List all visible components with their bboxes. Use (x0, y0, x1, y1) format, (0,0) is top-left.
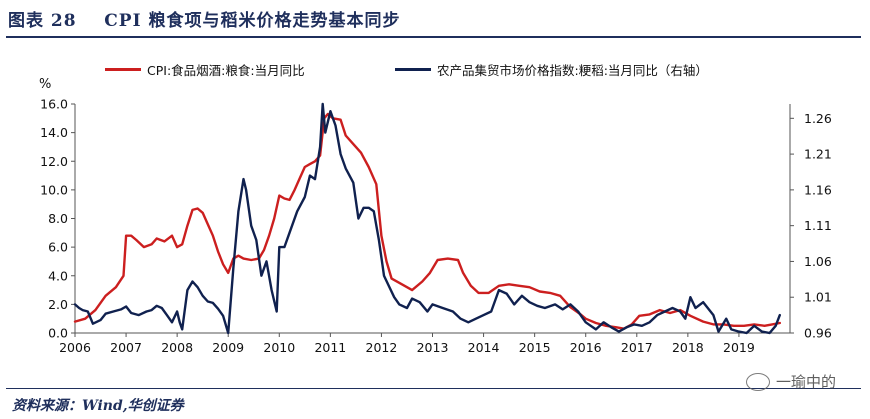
x-tick-label: 2006 (59, 340, 91, 355)
figure-title: 图表 28 CPI 粮食项与稻米价格走势基本同步 (8, 6, 400, 31)
y-right-tick-label: 1.11 (804, 218, 832, 233)
x-tick-label: 2010 (263, 340, 295, 355)
y-right-tick-label: 1.26 (804, 111, 832, 126)
y-left-tick-label: 10.0 (40, 182, 68, 197)
legend-label-cpi-grain: CPI:食品烟酒:粮食:当月同比 (147, 63, 305, 78)
legend-item-cpi-grain: CPI:食品烟酒:粮食:当月同比 (105, 60, 305, 79)
chart-legend: CPI:食品烟酒:粮食:当月同比 农产品集贸市场价格指数:粳稻:当月同比（右轴） (0, 60, 870, 82)
x-tick-label: 2017 (621, 340, 653, 355)
legend-label-rice-price: 农产品集贸市场价格指数:粳稻:当月同比（右轴） (437, 63, 708, 78)
x-tick-label: 2019 (723, 340, 755, 355)
y-right-tick-label: 1.21 (804, 147, 832, 162)
bottom-divider (6, 388, 861, 389)
legend-swatch-red (105, 68, 141, 71)
y-right-tick-label: 1.01 (804, 290, 832, 305)
x-tick-label: 2014 (468, 340, 500, 355)
y-axis-left-unit: % (39, 77, 51, 92)
x-tick-label: 2008 (161, 340, 193, 355)
y-left-tick-label: 16.0 (40, 97, 68, 112)
figure-title-text: CPI 粮食项与稻米价格走势基本同步 (104, 11, 401, 31)
x-tick-label: 2016 (570, 340, 602, 355)
x-tick-label: 2013 (417, 340, 449, 355)
y-left-tick-label: 8.0 (48, 211, 68, 226)
legend-item-rice-price: 农产品集贸市场价格指数:粳稻:当月同比（右轴） (395, 60, 708, 79)
y-right-tick-label: 1.06 (804, 254, 832, 269)
y-left-tick-label: 12.0 (40, 154, 68, 169)
legend-swatch-navy (395, 68, 431, 71)
y-left-tick-label: 14.0 (40, 125, 68, 140)
series-line-rice-price (73, 102, 781, 335)
x-tick-label: 2018 (672, 340, 704, 355)
x-tick-label: 2011 (314, 340, 346, 355)
y-right-tick-label: 0.96 (804, 326, 832, 341)
y-right-tick-label: 1.16 (804, 182, 832, 197)
x-tick-label: 2009 (212, 340, 244, 355)
y-left-tick-label: 0.0 (48, 326, 68, 341)
x-tick-label: 2015 (519, 340, 551, 355)
wechat-icon (745, 372, 770, 391)
title-divider (6, 36, 861, 38)
y-left-tick-label: 6.0 (48, 240, 68, 255)
y-left-tick-label: 4.0 (48, 268, 68, 283)
source-note: 资料来源：Wind,华创证券 (12, 398, 184, 414)
series-line-cpi-grain (73, 112, 781, 330)
watermark: 一瑜中的 (745, 371, 836, 392)
x-tick-label: 2007 (110, 340, 142, 355)
y-left-tick-label: 2.0 (48, 297, 68, 312)
figure-label: 图表 28 (8, 11, 77, 31)
watermark-text: 一瑜中的 (775, 373, 836, 391)
x-tick-label: 2012 (366, 340, 398, 355)
